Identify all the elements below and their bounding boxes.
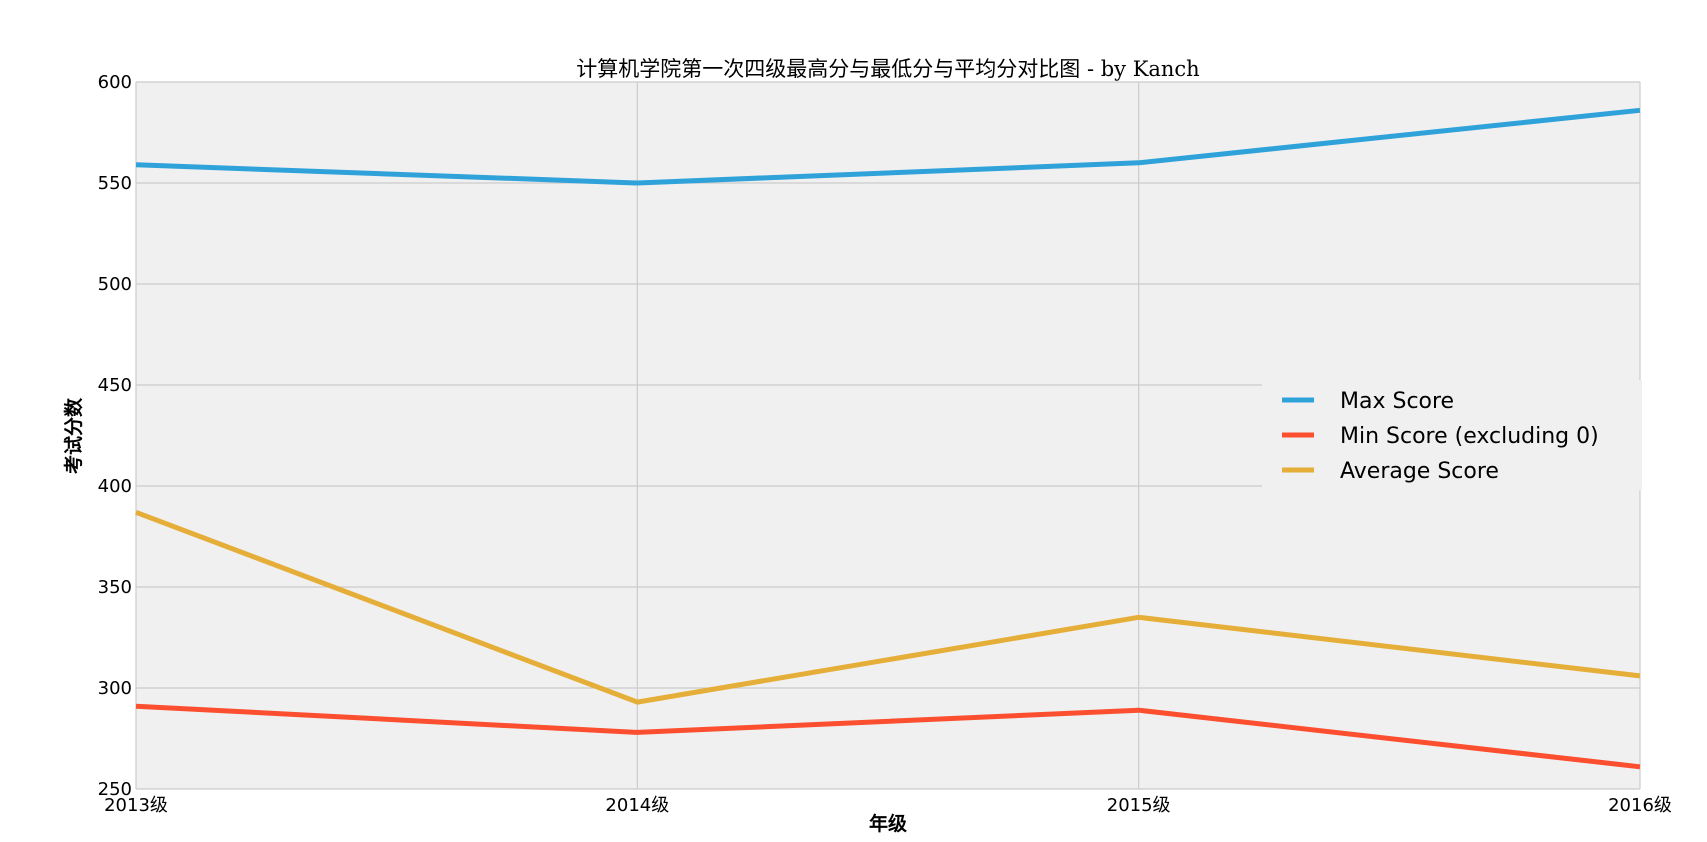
x-tick-label: 2015级 bbox=[1107, 795, 1171, 816]
y-tick-label: 300 bbox=[98, 678, 132, 699]
y-tick-labels: 250 300 350 400 450 500 550 600 bbox=[98, 72, 132, 800]
y-axis-label: 考试分数 bbox=[62, 397, 85, 474]
x-tick-label: 2013级 bbox=[104, 795, 168, 816]
legend-label-1: Min Score (excluding 0) bbox=[1340, 424, 1599, 449]
chart-title: 计算机学院第一次四级最高分与最低分与平均分对比图 - by Kanch bbox=[576, 57, 1199, 81]
legend-label-0: Max Score bbox=[1340, 389, 1454, 414]
legend-background bbox=[1262, 380, 1642, 490]
series-line-2 bbox=[135, 509, 1641, 705]
series-lines bbox=[135, 107, 1641, 770]
y-tick-label: 450 bbox=[98, 375, 132, 396]
x-tick-label: 2014级 bbox=[605, 795, 669, 816]
y-tick-label: 400 bbox=[98, 476, 132, 497]
grid-lines bbox=[135, 81, 1641, 790]
y-tick-label: 250 bbox=[98, 779, 132, 800]
x-tick-label: 2016级 bbox=[1608, 795, 1672, 816]
y-tick-label: 600 bbox=[98, 72, 132, 93]
x-tick-labels: 2013级 2014级 2015级 2016级 bbox=[104, 795, 1672, 816]
x-axis-label: 年级 bbox=[869, 812, 907, 835]
y-tick-label: 350 bbox=[98, 577, 132, 598]
series-line-1 bbox=[135, 703, 1641, 770]
y-tick-label: 500 bbox=[98, 274, 132, 295]
y-tick-label: 550 bbox=[98, 173, 132, 194]
legend: Max Score Min Score (excluding 0) Average … bbox=[1262, 380, 1642, 490]
legend-label-2: Average Score bbox=[1340, 459, 1499, 484]
series-line-0 bbox=[135, 107, 1641, 186]
